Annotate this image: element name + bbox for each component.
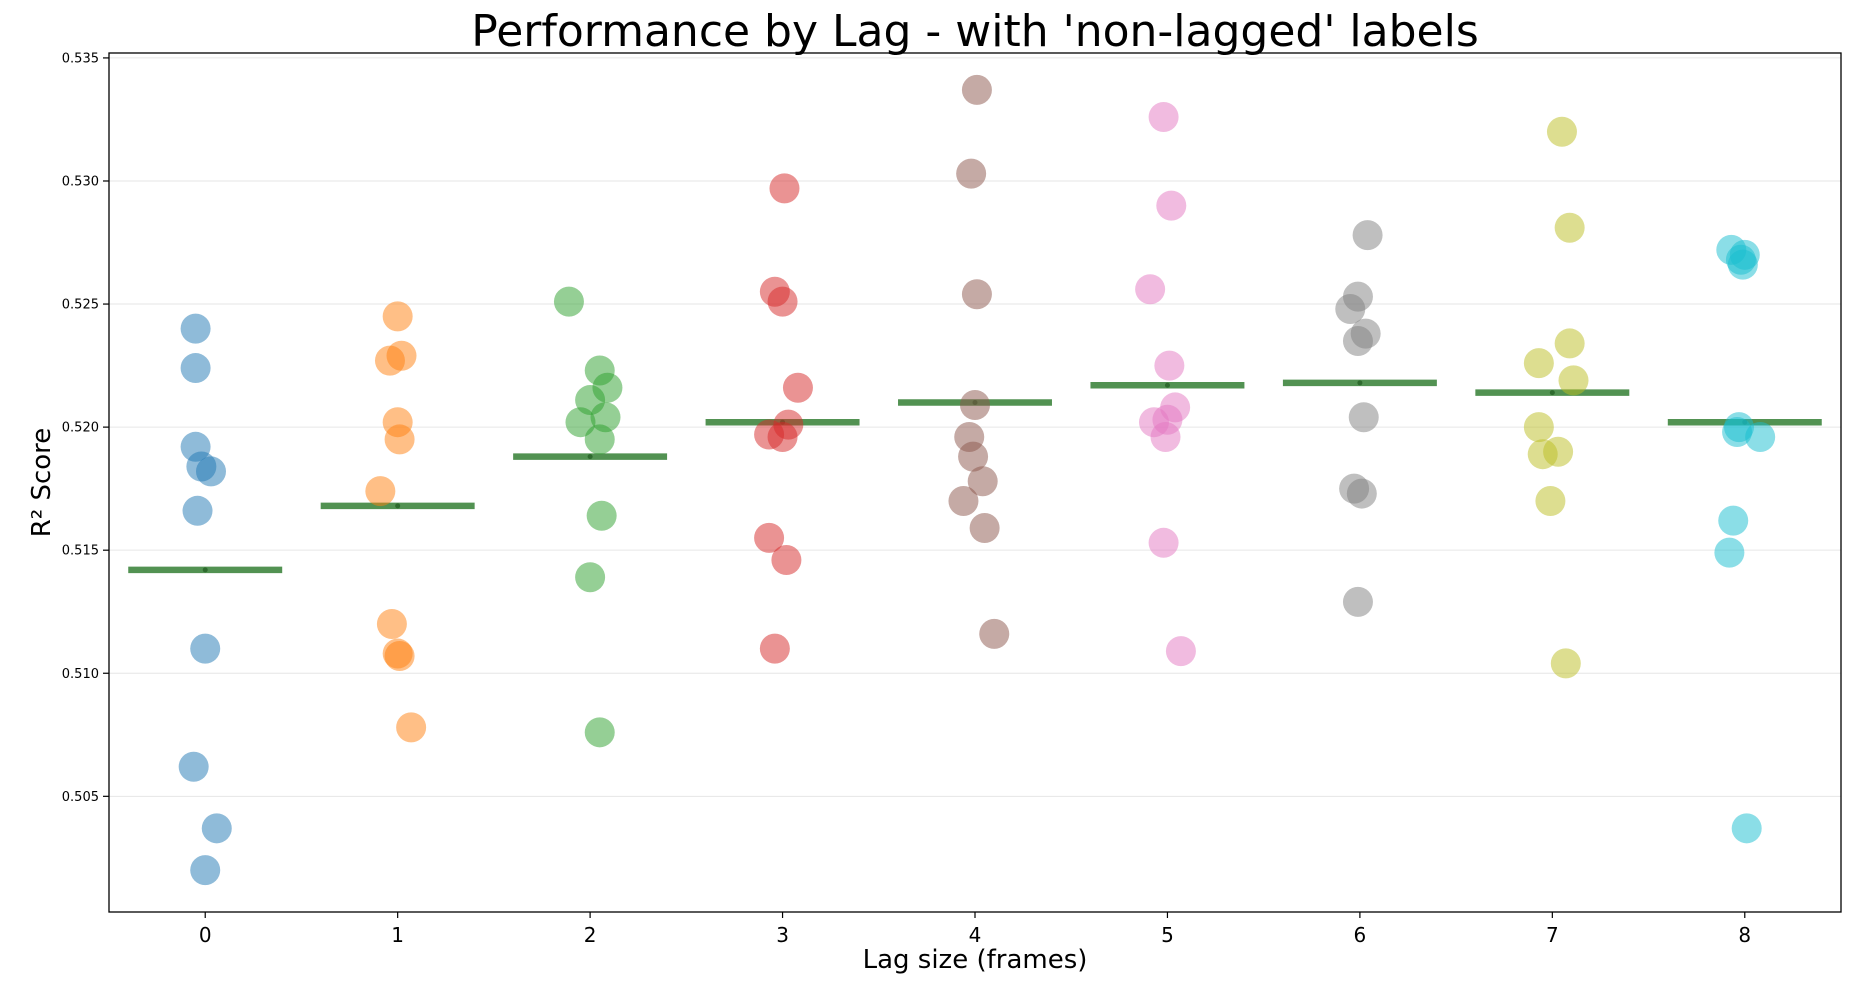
data-point: [365, 476, 396, 507]
data-point: [584, 424, 615, 455]
data-point: [178, 751, 209, 782]
x-tick-label: 1: [391, 923, 404, 947]
data-point: [1148, 101, 1179, 132]
data-point: [1714, 537, 1745, 568]
mean-marker: [202, 567, 208, 573]
data-point: [1554, 328, 1585, 359]
data-point: [1148, 527, 1179, 558]
data-point: [969, 513, 1000, 544]
data-point: [384, 424, 415, 455]
y-tick-label: 0.525: [62, 298, 99, 313]
data-point: [1527, 439, 1558, 470]
y-tick-label: 0.515: [62, 544, 99, 559]
data-point: [1135, 274, 1166, 305]
data-point: [956, 158, 987, 189]
data-point: [1150, 421, 1181, 452]
data-point: [1335, 293, 1366, 324]
data-point: [1352, 220, 1383, 251]
data-point: [767, 286, 798, 317]
data-point: [190, 855, 221, 886]
data-point: [1550, 648, 1581, 679]
data-point: [1348, 402, 1379, 433]
data-point: [1718, 505, 1749, 536]
data-point: [1156, 190, 1187, 221]
data-point: [384, 641, 415, 672]
data-point: [1154, 350, 1185, 381]
data-point: [958, 441, 989, 472]
data-point: [1745, 421, 1776, 452]
data-point: [565, 407, 596, 438]
data-point: [948, 485, 979, 516]
data-point: [195, 456, 226, 487]
data-point: [1554, 212, 1585, 243]
x-axis-ticks: 0 1 2 3 4 5 6 7 8: [199, 912, 1751, 947]
data-point: [1535, 485, 1566, 516]
y-tick-label: 0.505: [62, 790, 99, 805]
data-point: [376, 609, 407, 640]
data-point: [961, 74, 992, 105]
data-point: [575, 562, 606, 593]
mean-marker: [395, 503, 401, 509]
data-point: [374, 345, 405, 376]
data-point: [754, 522, 785, 553]
x-axis-label: Lag size (frames): [863, 945, 1088, 975]
x-tick-label: 7: [1546, 923, 1559, 947]
y-axis-ticks: 0.505 0.510 0.515 0.520 0.525 0.530 0.535: [62, 51, 109, 805]
data-point: [1342, 325, 1373, 356]
data-point: [782, 372, 813, 403]
data-point: [396, 712, 427, 743]
data-point: [1523, 348, 1554, 379]
mean-marker: [587, 454, 593, 460]
y-tick-label: 0.530: [62, 174, 99, 189]
data-point: [182, 495, 213, 526]
mean-marker: [1164, 382, 1170, 388]
data-point: [586, 500, 617, 531]
x-tick-label: 3: [776, 923, 789, 947]
data-point: [1346, 478, 1377, 509]
data-point: [961, 279, 992, 310]
data-point: [967, 466, 998, 497]
data-point: [1165, 636, 1196, 667]
data-point: [1546, 116, 1577, 147]
data-point: [180, 353, 211, 384]
data-point: [1727, 249, 1758, 280]
x-tick-label: 8: [1738, 923, 1751, 947]
data-point: [1558, 365, 1589, 396]
data-point: [979, 618, 1010, 649]
y-tick-label: 0.535: [62, 51, 99, 66]
data-point: [1722, 417, 1753, 448]
data-point: [767, 421, 798, 452]
x-tick-label: 5: [1161, 923, 1174, 947]
y-tick-label: 0.510: [62, 667, 99, 682]
data-point: [1342, 586, 1373, 617]
data-points: [178, 74, 1776, 886]
mean-marker: [1357, 380, 1363, 386]
data-point: [180, 313, 211, 344]
x-tick-label: 0: [199, 923, 212, 947]
y-axis-label: R² Score: [27, 428, 57, 538]
data-point: [759, 633, 790, 664]
data-point: [382, 301, 413, 332]
x-tick-label: 4: [969, 923, 982, 947]
y-tick-label: 0.520: [62, 421, 99, 436]
x-tick-label: 6: [1354, 923, 1367, 947]
mean-marker: [1549, 390, 1555, 396]
data-point: [1523, 412, 1554, 443]
data-point: [190, 633, 221, 664]
data-point: [553, 286, 584, 317]
x-tick-label: 2: [584, 923, 597, 947]
data-point: [769, 173, 800, 204]
data-point: [201, 813, 232, 844]
data-point: [960, 389, 990, 420]
data-point: [1731, 813, 1762, 844]
chart-title: Performance by Lag - with 'non-lagged' l…: [471, 6, 1479, 57]
data-point: [584, 717, 615, 748]
data-point: [771, 545, 802, 576]
